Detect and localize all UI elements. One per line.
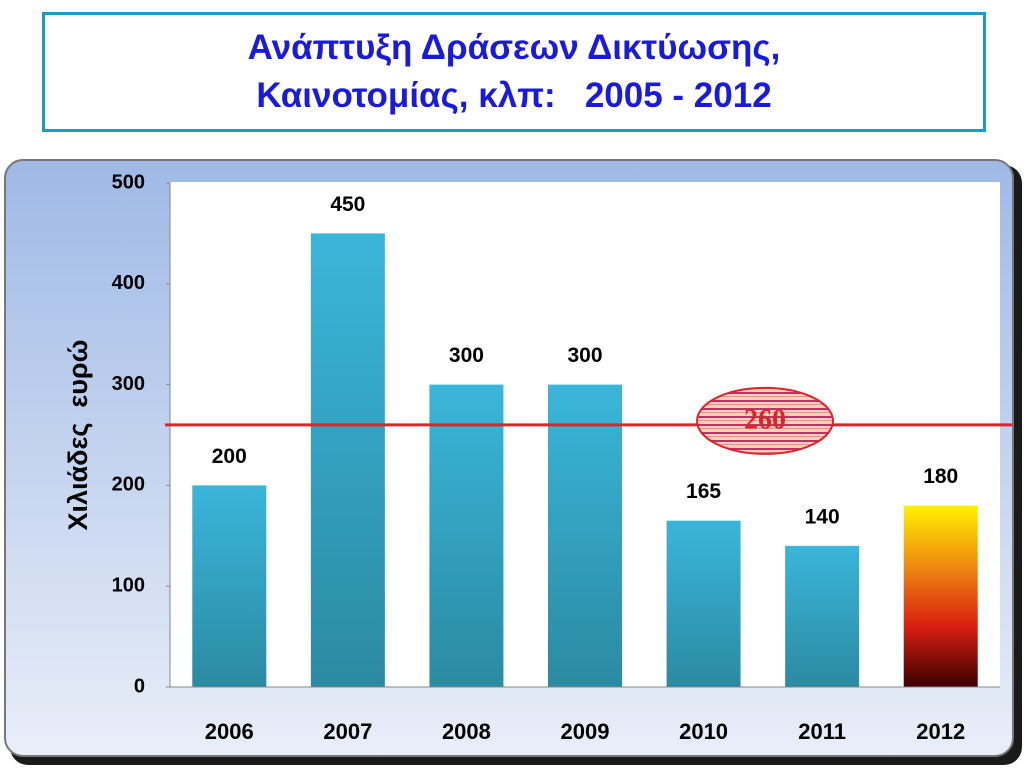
y-tick-label: 0 <box>134 675 145 697</box>
data-label: 450 <box>330 193 365 216</box>
reference-badge <box>696 386 834 455</box>
bar <box>310 233 385 687</box>
data-label: 180 <box>923 465 958 488</box>
x-tick-label: 2011 <box>798 719 846 744</box>
data-label: 140 <box>805 505 840 528</box>
x-tick-label: 2010 <box>679 719 728 744</box>
chart-title: Ανάπτυξη Δράσεων Δικτύωσης, Καινοτομίας,… <box>42 12 986 132</box>
x-tick-label: 2009 <box>561 719 610 744</box>
bar <box>785 545 860 687</box>
x-tick-label: 2006 <box>205 719 254 744</box>
y-tick-label: 100 <box>112 574 145 596</box>
bar <box>666 520 741 687</box>
y-tick-label: 300 <box>112 373 145 395</box>
data-label: 200 <box>212 445 247 468</box>
y-tick-label: 500 <box>112 171 145 193</box>
data-label: 300 <box>449 344 484 367</box>
bar <box>548 384 622 687</box>
data-label: 300 <box>567 344 602 367</box>
reference-label: 260 <box>744 404 786 435</box>
x-tick-label: 2007 <box>323 719 372 744</box>
bar <box>192 485 267 687</box>
bar <box>903 505 978 687</box>
y-tick-label: 200 <box>112 474 145 496</box>
y-axis-label: Χιλιάδες ευρώ <box>63 340 93 531</box>
data-label: 165 <box>686 480 721 503</box>
x-tick-label: 2008 <box>442 719 491 744</box>
x-tick-label: 2012 <box>916 719 965 744</box>
y-tick-label: 400 <box>112 272 145 294</box>
bar <box>429 384 504 687</box>
